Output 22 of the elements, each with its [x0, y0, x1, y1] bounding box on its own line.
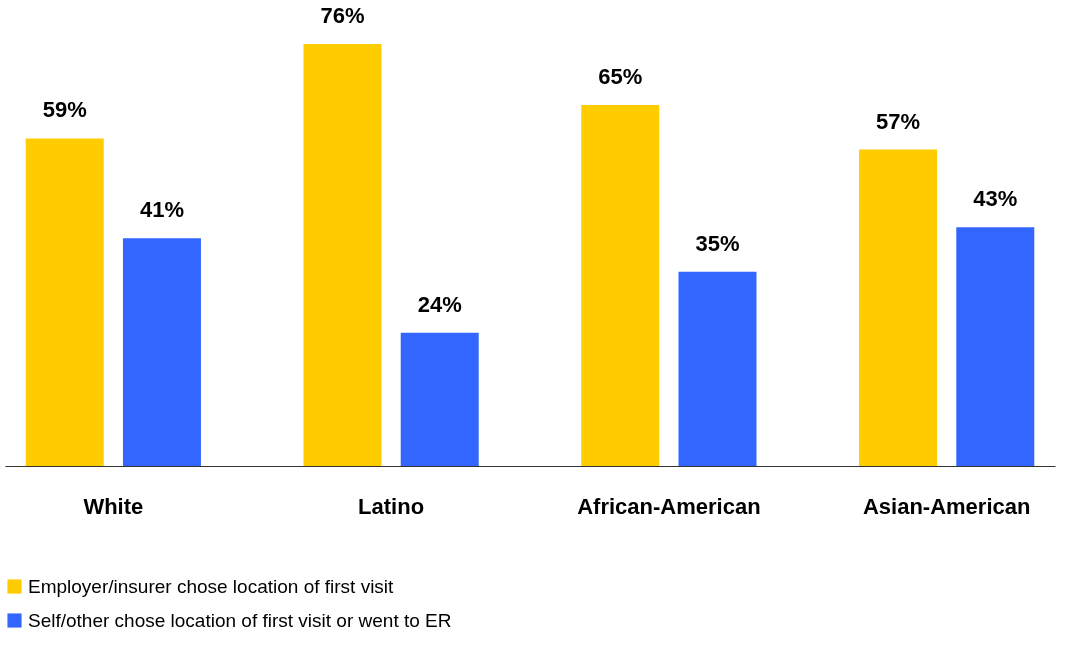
- x-tick-label: White: [83, 493, 144, 519]
- bar: [581, 105, 660, 466]
- legend-label: Employer/insurer chose location of first visit: [28, 575, 395, 597]
- legend-label: Self/other chose location of first visit or went to ER: [28, 609, 452, 631]
- x-tick-label: Asian-American: [862, 493, 1031, 519]
- data-label: 57%: [876, 108, 921, 134]
- bar: [303, 44, 382, 466]
- x-tick-label: African-American: [577, 493, 761, 519]
- bar: [25, 138, 104, 466]
- bar: [400, 332, 479, 466]
- x-tick-label: Latino: [358, 493, 425, 519]
- bar: [678, 271, 757, 466]
- data-label: 76%: [320, 3, 365, 28]
- bar: [859, 149, 938, 466]
- bar: [956, 227, 1035, 466]
- data-label: 41%: [139, 197, 184, 223]
- data-label: 43%: [973, 186, 1018, 212]
- data-label: 59%: [42, 97, 87, 123]
- data-label: 24%: [417, 291, 462, 317]
- data-label: 65%: [598, 64, 643, 90]
- data-label: 35%: [695, 230, 740, 256]
- bar: [122, 238, 201, 466]
